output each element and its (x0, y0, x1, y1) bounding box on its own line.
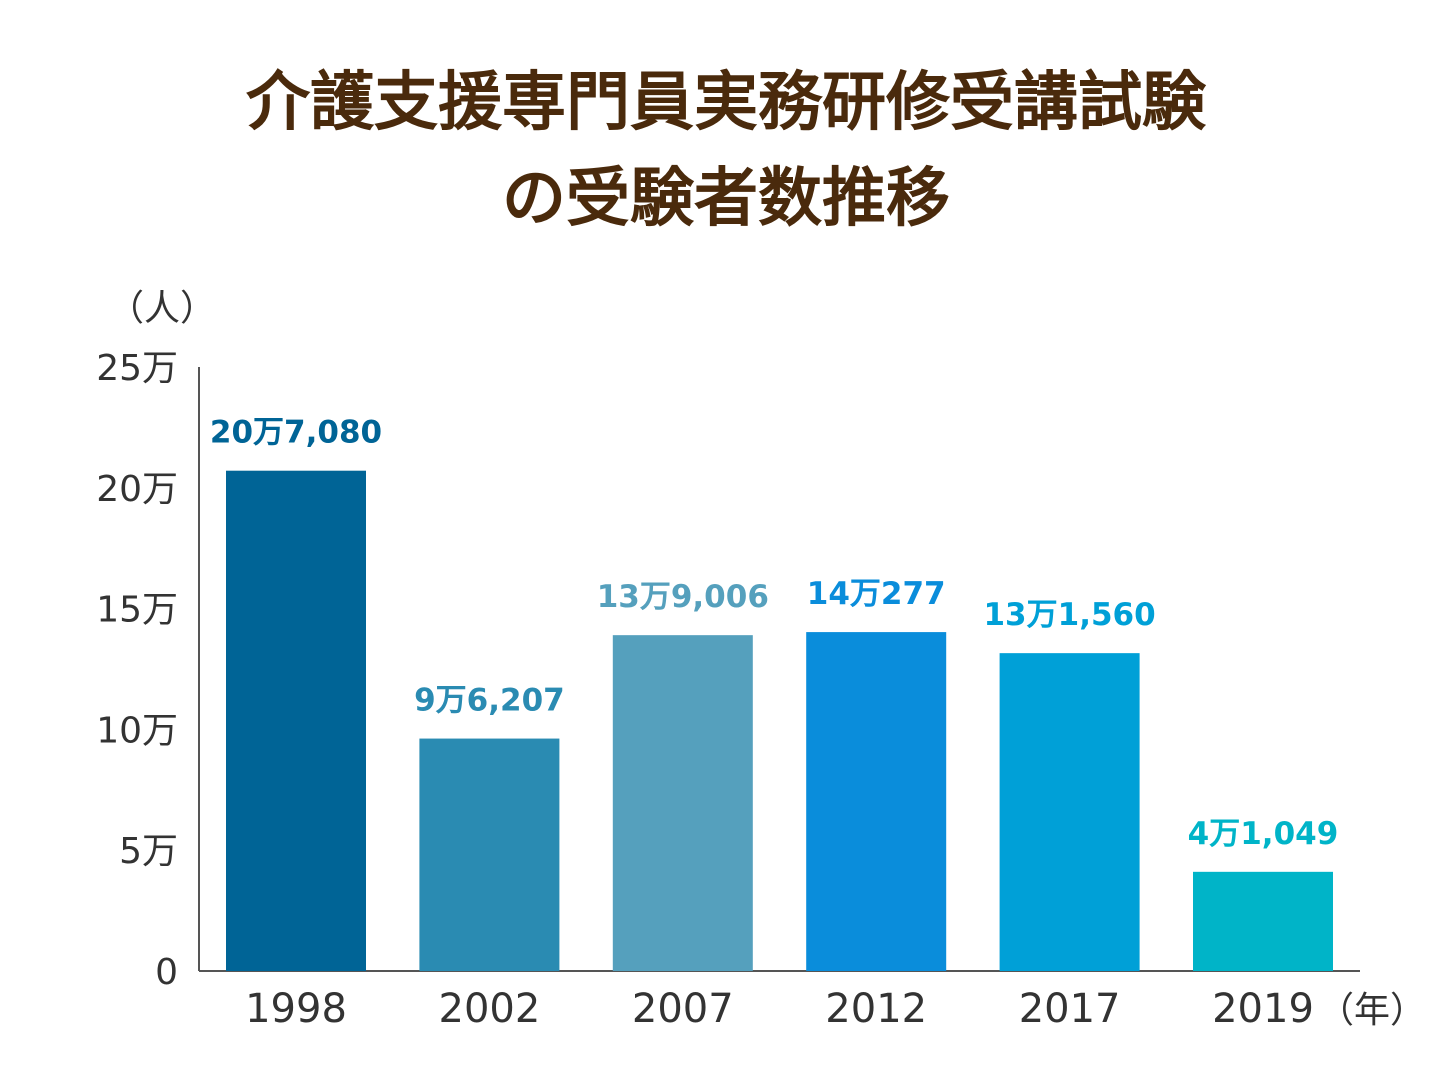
y-tick-label: 20万 (96, 469, 178, 510)
x-axis-unit: （年） (1318, 990, 1426, 1031)
bar-2007 (612, 635, 753, 971)
x-tick-label-2017: 2017 (1019, 986, 1121, 1032)
y-axis-unit: （人） (108, 288, 216, 329)
x-tick-label-2007: 2007 (632, 986, 734, 1032)
value-label-2012: 14万277 (807, 576, 946, 612)
value-labels: 20万7,080 9万6,207 13万9,006 14万277 13万1,560 4万1… (210, 415, 1338, 852)
bar-2017 (999, 653, 1140, 971)
bar-2002 (419, 738, 560, 971)
y-tick-labels: 0 5万 10万 15万 20万 25万 (96, 348, 178, 993)
value-label-2017: 13万1,560 (983, 597, 1155, 633)
x-tick-label-2019: 2019 (1212, 986, 1314, 1032)
y-tick-label: 0 (155, 952, 178, 993)
value-label-2019: 4万1,049 (1188, 816, 1339, 852)
chart-title-line-1: 介護支援専門員実務研修受講試験 (246, 66, 1207, 140)
x-tick-label-2012: 2012 (825, 986, 927, 1032)
y-tick-label: 15万 (96, 590, 178, 631)
y-tick-label: 5万 (119, 831, 178, 872)
y-tick-label: 10万 (96, 710, 178, 751)
bar-2012 (806, 632, 947, 971)
chart-title-line-2: の受験者数推移 (502, 162, 950, 236)
bar-1998 (226, 470, 366, 971)
x-tick-label-2002: 2002 (439, 986, 541, 1032)
x-tick-label-1998: 1998 (245, 986, 347, 1032)
bar-2019 (1193, 871, 1333, 971)
bars (226, 470, 1333, 971)
value-label-1998: 20万7,080 (210, 415, 382, 451)
value-label-2002: 9万6,207 (414, 683, 565, 719)
x-tick-labels: 1998 2002 2007 2012 2017 2019 (245, 986, 1314, 1032)
y-tick-label: 25万 (96, 348, 178, 389)
value-label-2007: 13万9,006 (597, 579, 769, 615)
